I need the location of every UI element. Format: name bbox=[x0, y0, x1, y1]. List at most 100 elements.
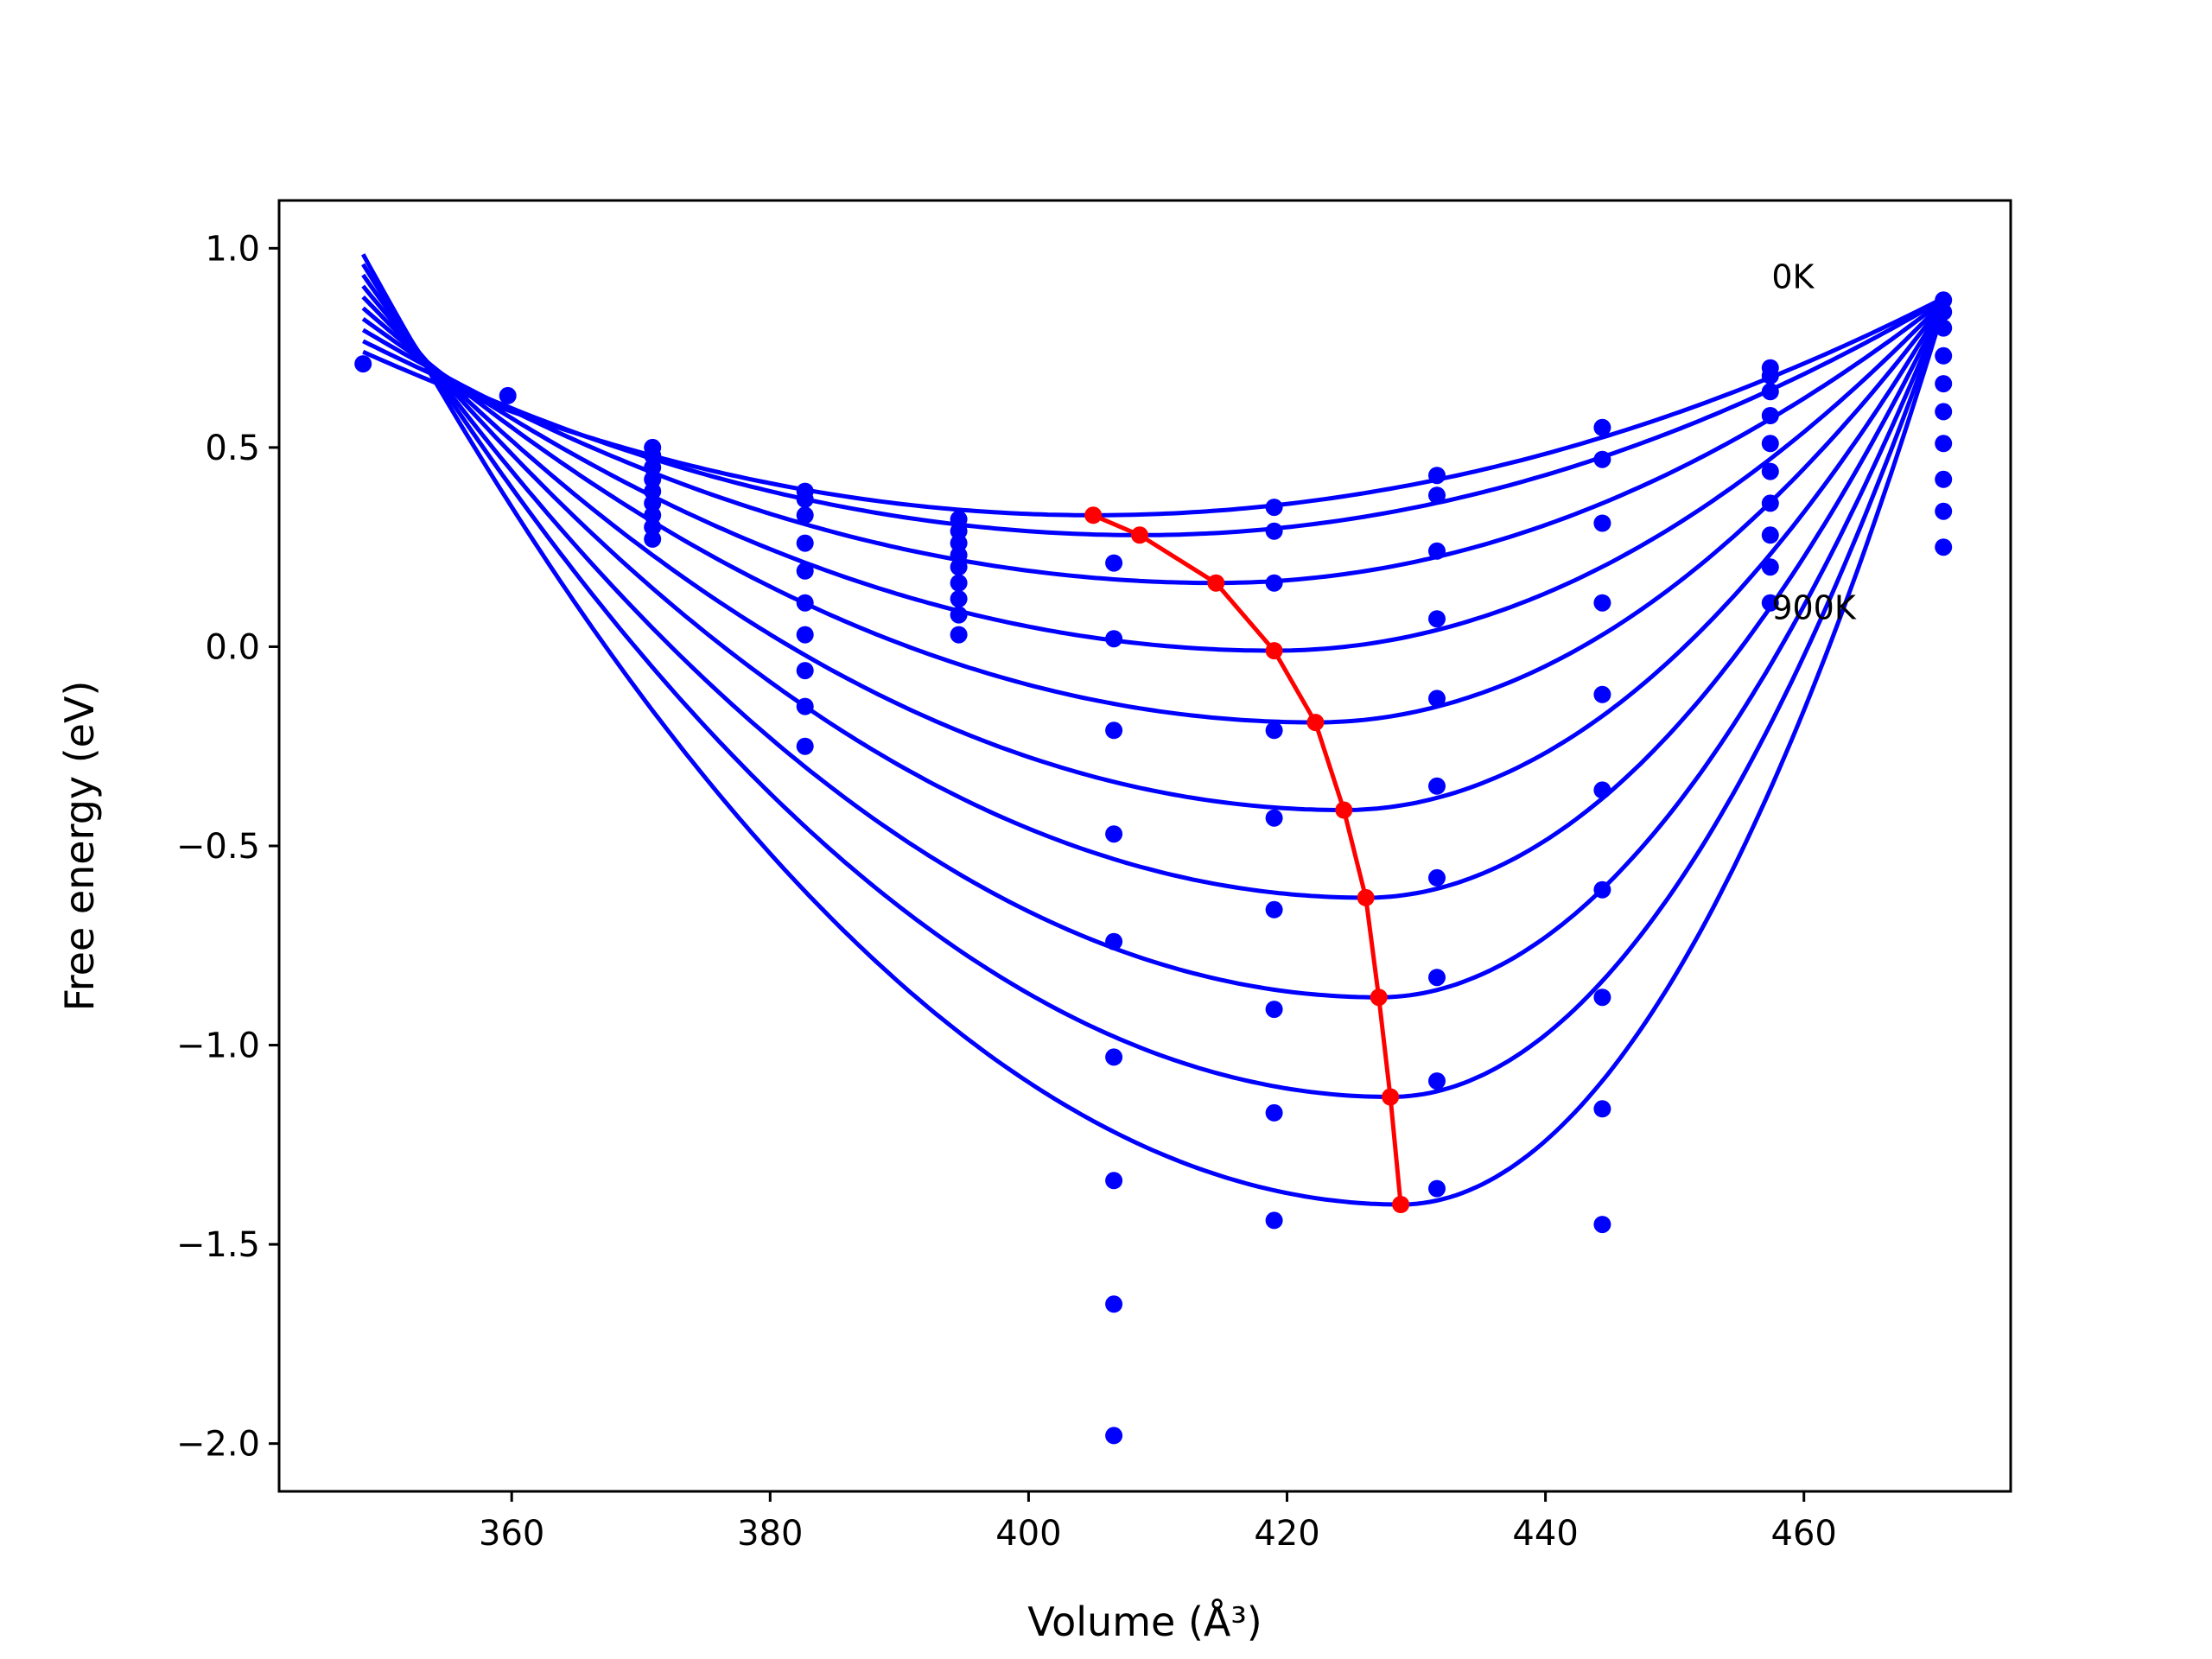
data-point-0-0 bbox=[354, 355, 372, 373]
fit-curve-6 bbox=[361, 284, 1946, 900]
data-point-3-3 bbox=[796, 534, 814, 552]
data-point-10-2 bbox=[1935, 319, 1953, 337]
data-point-8-6 bbox=[1593, 880, 1611, 899]
data-point-7-5 bbox=[1428, 777, 1446, 795]
data-point-3-5 bbox=[796, 594, 814, 612]
data-point-9-2 bbox=[1761, 383, 1779, 401]
minimum-point-7 bbox=[1370, 988, 1388, 1007]
data-point-6-3 bbox=[1265, 721, 1283, 740]
data-point-5-3 bbox=[1105, 825, 1123, 843]
data-points bbox=[354, 291, 1953, 1445]
x-tick-label: 360 bbox=[479, 1514, 544, 1554]
y-tick-label: −0.5 bbox=[176, 827, 260, 867]
data-point-7-9 bbox=[1428, 1179, 1446, 1198]
data-point-6-8 bbox=[1265, 1211, 1283, 1230]
y-tick-label: 1.0 bbox=[205, 229, 260, 269]
x-tick-label: 460 bbox=[1771, 1514, 1837, 1554]
minimum-point-0 bbox=[1084, 506, 1103, 524]
data-point-10-4 bbox=[1935, 375, 1953, 393]
data-point-4-7 bbox=[950, 606, 968, 624]
data-point-7-3 bbox=[1428, 610, 1446, 628]
data-point-6-4 bbox=[1265, 809, 1283, 827]
y-tick-label: −2.0 bbox=[176, 1425, 260, 1465]
data-point-2-1 bbox=[644, 447, 662, 465]
data-point-4-6 bbox=[950, 590, 968, 608]
fit-curve-1 bbox=[362, 297, 1945, 537]
minimum-point-4 bbox=[1306, 714, 1325, 732]
fit-curve-9 bbox=[361, 253, 1946, 1207]
data-point-9-9 bbox=[1761, 594, 1779, 612]
x-axis-ticks: 360 380 400 420 440 460 bbox=[479, 1491, 1837, 1554]
data-point-5-0 bbox=[1105, 554, 1123, 572]
y-axis-label: Free energy (eV) bbox=[56, 681, 103, 1012]
fit-curves bbox=[361, 253, 1946, 1207]
data-point-10-0 bbox=[1935, 291, 1953, 309]
data-point-9-6 bbox=[1761, 494, 1779, 512]
minimum-path bbox=[1084, 506, 1410, 1213]
data-point-4-8 bbox=[950, 626, 968, 644]
x-tick-label: 380 bbox=[737, 1514, 803, 1554]
minimum-point-2 bbox=[1207, 574, 1225, 592]
minimum-point-3 bbox=[1265, 642, 1283, 660]
minimum-point-9 bbox=[1392, 1196, 1410, 1213]
data-point-8-3 bbox=[1593, 594, 1611, 612]
annotation-0: 0K bbox=[1771, 258, 1815, 296]
data-point-8-2 bbox=[1593, 514, 1611, 532]
data-point-6-1 bbox=[1265, 522, 1283, 540]
data-point-6-7 bbox=[1265, 1103, 1283, 1122]
data-point-3-7 bbox=[796, 662, 814, 680]
data-point-7-0 bbox=[1428, 467, 1446, 485]
data-point-10-9 bbox=[1935, 538, 1953, 556]
data-point-9-4 bbox=[1761, 435, 1779, 453]
data-point-9-1 bbox=[1761, 366, 1779, 385]
y-tick-label: −1.0 bbox=[176, 1027, 260, 1066]
data-point-3-8 bbox=[796, 697, 814, 715]
data-point-7-1 bbox=[1428, 486, 1446, 505]
minimum-point-5 bbox=[1335, 801, 1353, 819]
minimum-point-6 bbox=[1357, 888, 1375, 906]
data-point-2-7 bbox=[644, 518, 662, 537]
y-tick-label: 0.0 bbox=[205, 627, 260, 667]
data-point-5-1 bbox=[1105, 630, 1123, 648]
y-axis-ticks: −2.0 −1.5 −1.0 −0.5 0.0 0.5 1.0 bbox=[176, 229, 279, 1465]
data-point-7-6 bbox=[1428, 868, 1446, 887]
data-point-10-1 bbox=[1935, 303, 1953, 321]
x-tick-label: 400 bbox=[995, 1514, 1061, 1554]
data-point-2-2 bbox=[644, 458, 662, 476]
data-point-3-2 bbox=[796, 506, 814, 524]
data-point-2-3 bbox=[644, 470, 662, 488]
minimum-path-line bbox=[1092, 513, 1403, 1205]
data-point-5-7 bbox=[1105, 1295, 1123, 1313]
data-point-2-8 bbox=[644, 530, 662, 548]
data-point-6-6 bbox=[1265, 1001, 1283, 1019]
data-point-5-4 bbox=[1105, 932, 1123, 950]
data-point-8-7 bbox=[1593, 988, 1611, 1007]
data-point-10-3 bbox=[1935, 346, 1953, 365]
minimum-point-8 bbox=[1382, 1088, 1400, 1106]
data-point-4-2 bbox=[950, 534, 968, 552]
data-point-8-0 bbox=[1593, 418, 1611, 436]
data-point-10-7 bbox=[1935, 470, 1953, 488]
data-point-2-6 bbox=[644, 506, 662, 524]
y-tick-label: 0.5 bbox=[205, 429, 260, 468]
data-point-7-8 bbox=[1428, 1072, 1446, 1090]
data-point-6-2 bbox=[1265, 574, 1283, 592]
data-point-3-6 bbox=[796, 626, 814, 644]
data-point-6-5 bbox=[1265, 900, 1283, 918]
data-point-1-0 bbox=[499, 386, 517, 404]
x-tick-label: 420 bbox=[1254, 1514, 1319, 1554]
data-point-8-8 bbox=[1593, 1100, 1611, 1118]
fit-curve-2 bbox=[361, 298, 1945, 586]
data-point-10-8 bbox=[1935, 502, 1953, 520]
data-point-9-8 bbox=[1761, 558, 1779, 576]
data-point-8-5 bbox=[1593, 781, 1611, 799]
data-point-4-4 bbox=[950, 558, 968, 576]
data-point-6-0 bbox=[1265, 499, 1283, 517]
data-point-2-5 bbox=[644, 494, 662, 512]
data-point-4-5 bbox=[950, 574, 968, 592]
fit-curve-3 bbox=[361, 300, 1946, 653]
data-point-10-5 bbox=[1935, 403, 1953, 421]
minimum-point-1 bbox=[1131, 526, 1148, 544]
data-point-4-0 bbox=[950, 510, 968, 528]
